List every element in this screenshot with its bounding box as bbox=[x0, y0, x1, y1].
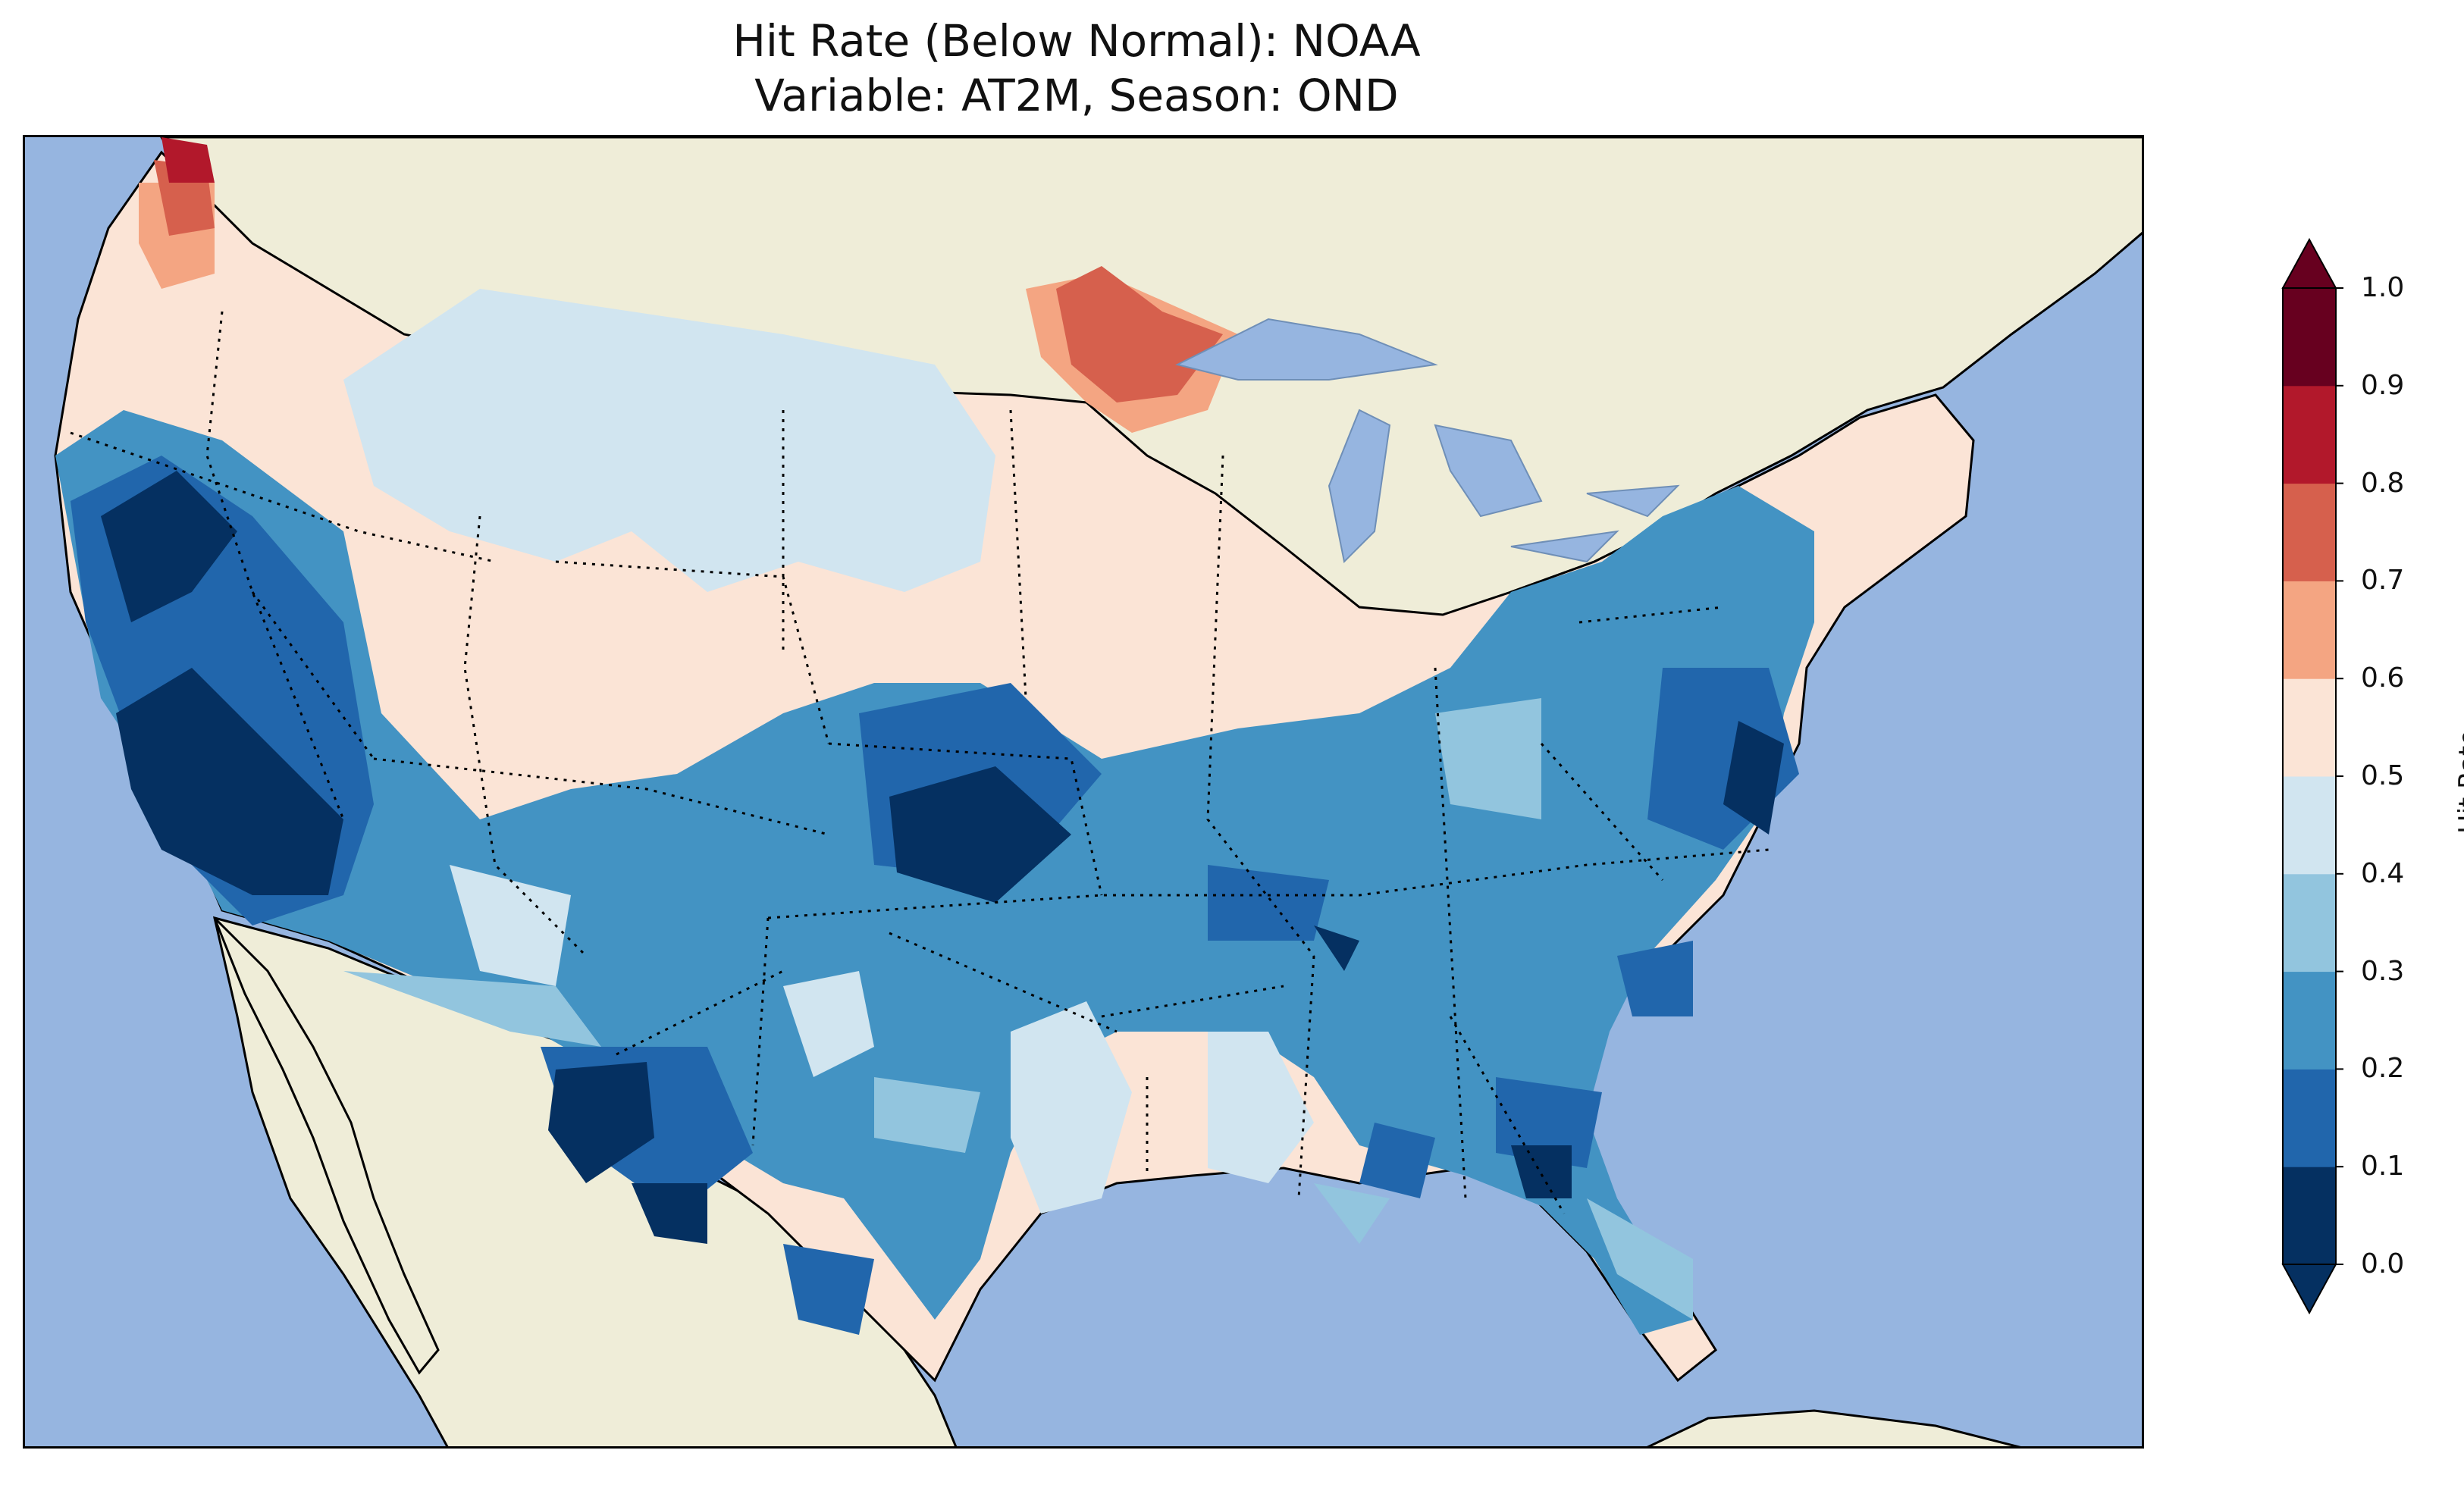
colorbar-tick-label: 0.2 bbox=[2361, 1053, 2405, 1085]
colorbar-label: Hit Rate bbox=[2453, 729, 2464, 834]
region-0.7-0.8 bbox=[154, 160, 1223, 402]
colorbar-svg bbox=[2281, 237, 2343, 1315]
map-panel[interactable] bbox=[23, 135, 2144, 1449]
title-line-1: Hit Rate (Below Normal): NOAA bbox=[732, 15, 1421, 67]
great-lakes bbox=[1175, 318, 1680, 564]
colorbar-segment-2 bbox=[2283, 971, 2336, 1070]
colorbar-segment-9 bbox=[2283, 288, 2336, 387]
state-borders bbox=[70, 311, 1770, 1214]
colorbar-segment-6 bbox=[2283, 581, 2336, 679]
colorbar-extend-min bbox=[2281, 1264, 2337, 1315]
colorbar-tick-label: 0.6 bbox=[2361, 662, 2405, 694]
colorbar-tick-label: 0.1 bbox=[2361, 1151, 2405, 1182]
colorbar-extend-max bbox=[2281, 237, 2337, 289]
region-0.0-0.1 bbox=[101, 471, 1784, 1244]
colorbar-tick-label: 0.3 bbox=[2361, 955, 2405, 987]
colorbar-segment-5 bbox=[2283, 678, 2336, 777]
chart-title: Hit Rate (Below Normal): NOAA Variable: … bbox=[23, 14, 2130, 123]
title-line-2: Variable: AT2M, Season: OND bbox=[754, 70, 1399, 121]
colorbar-segment-3 bbox=[2283, 873, 2336, 973]
colorbar-tick-label: 0.4 bbox=[2361, 857, 2405, 889]
cuba-island bbox=[1647, 1409, 2021, 1446]
colorbar-segment-4 bbox=[2283, 776, 2336, 875]
colorbar-tick-label: 0.9 bbox=[2361, 369, 2405, 401]
region-0.1-0.2 bbox=[71, 456, 1799, 1335]
region-0.8-0.9 bbox=[161, 137, 215, 183]
colorbar-tick-label: 0.7 bbox=[2361, 565, 2405, 597]
colorbar-tick-label: 0.5 bbox=[2361, 760, 2405, 791]
colorbar-segment-7 bbox=[2283, 483, 2336, 581]
colorbar-segment-8 bbox=[2283, 385, 2336, 484]
map-canvas bbox=[54, 137, 2142, 1446]
colorbar-tick-label: 0.0 bbox=[2361, 1248, 2405, 1279]
region-0.4-0.5 bbox=[343, 289, 1314, 1214]
colorbar bbox=[2271, 237, 2347, 1315]
colorbar-tick-label: 0.8 bbox=[2361, 467, 2405, 499]
colorbar-segment-1 bbox=[2283, 1069, 2336, 1167]
region-0.6-0.7 bbox=[139, 183, 1238, 433]
colorbar-segment-0 bbox=[2283, 1167, 2336, 1265]
colorbar-tick-label: 1.0 bbox=[2361, 272, 2405, 303]
baja-peninsula bbox=[213, 916, 440, 1375]
